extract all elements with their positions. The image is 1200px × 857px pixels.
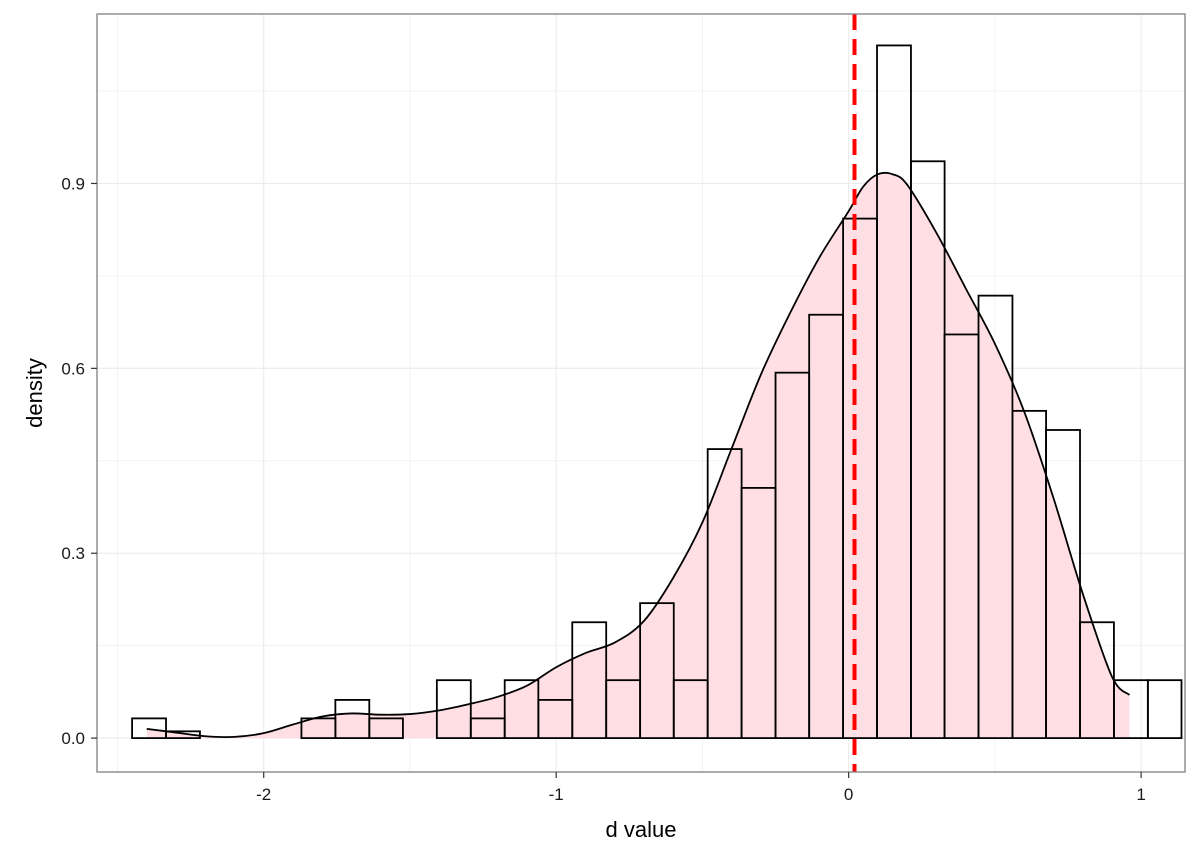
- density-area: [146, 172, 1130, 739]
- y-axis-title: density: [22, 358, 47, 428]
- histogram-bar: [165, 730, 201, 740]
- histogram-bar: [1146, 679, 1183, 740]
- y-tick-label: 0.9: [61, 174, 85, 193]
- x-tick-label: -2: [256, 785, 271, 804]
- density-area-layer: [146, 172, 1130, 739]
- histogram-bar: [435, 679, 472, 740]
- y-tick-label: 0.3: [61, 544, 85, 563]
- x-tick-label: 1: [1136, 785, 1145, 804]
- histogram-bar: [131, 717, 167, 740]
- axes: -2 -1 0 1 0.0 0.3 0.6 0.9: [61, 174, 1146, 804]
- panel-border: [96, 13, 1186, 773]
- x-tick-label: -1: [549, 785, 564, 804]
- y-tick-label: 0.0: [61, 729, 85, 748]
- density-curve-layer: [146, 171, 1131, 738]
- density-curve: [146, 171, 1131, 738]
- histogram-bar: [368, 717, 404, 740]
- x-tick-label: 0: [844, 785, 853, 804]
- x-axis-title: d value: [606, 817, 677, 842]
- histogram-bars: [131, 44, 1183, 740]
- y-tick-label: 0.6: [61, 359, 85, 378]
